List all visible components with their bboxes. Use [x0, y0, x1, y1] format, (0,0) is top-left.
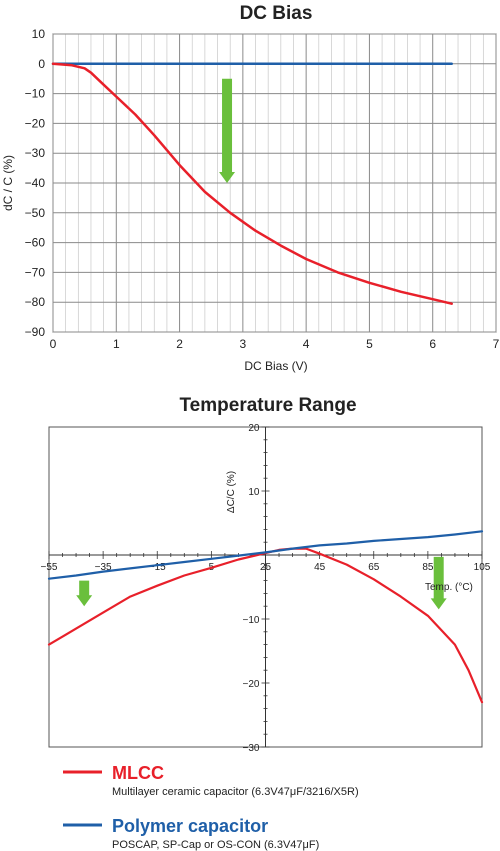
legend-description-polymer: POSCAP, SP-Cap or OS-CON (6.3V47μF) — [112, 839, 319, 851]
y-tick-label: −30 — [25, 146, 46, 160]
dc-bias-y-axis-label: dC / C (%) — [1, 155, 15, 211]
legend-item-polymer: Polymer capacitor POSCAP, SP-Cap or OS-C… — [63, 816, 319, 851]
legend-description-mlcc: Multilayer ceramic capacitor (6.3V47μF/3… — [112, 786, 359, 798]
x-tick-label: 3 — [240, 337, 247, 351]
x-tick-label: 105 — [474, 562, 491, 573]
x-tick-label: −15 — [149, 562, 166, 573]
x-tick-label: 45 — [314, 562, 326, 573]
dc-bias-title: DC Bias — [240, 3, 313, 24]
y-tick-label: −90 — [25, 325, 46, 339]
annotation-arrow — [219, 78, 236, 183]
y-tick-label: 0 — [38, 57, 45, 71]
y-tick-label: 10 — [32, 27, 46, 41]
y-tick-label: 20 — [248, 423, 260, 434]
x-tick-label: 4 — [303, 337, 310, 351]
y-tick-label: −40 — [25, 176, 46, 190]
annotation-arrow — [430, 556, 447, 610]
x-tick-label: 1 — [113, 337, 120, 351]
y-tick-label: −70 — [25, 265, 46, 279]
y-tick-label: −50 — [25, 206, 46, 220]
annotation-arrow — [76, 580, 93, 607]
x-tick-label: 85 — [422, 562, 434, 573]
y-tick-label: −10 — [25, 87, 46, 101]
x-tick-label: 65 — [368, 562, 380, 573]
x-tick-label: 25 — [260, 562, 272, 573]
y-tick-label: −80 — [25, 295, 46, 309]
series-line — [51, 62, 453, 305]
dc-bias-grid — [52, 33, 497, 333]
y-tick-label: −10 — [243, 615, 260, 626]
x-tick-label: −35 — [95, 562, 112, 573]
legend-name-mlcc: MLCC — [112, 763, 164, 783]
dc-bias-annotations — [219, 78, 236, 183]
x-tick-label: 6 — [429, 337, 436, 351]
y-tick-label: −20 — [25, 116, 46, 130]
x-tick-label: −55 — [41, 562, 58, 573]
dc-bias-ticks: 0 1 2 3 4 5 6 7 10 0 −10 −20 −30 −40 −50 −60 −70 −80 −90 — [25, 27, 500, 351]
temperature-title: Temperature Range — [179, 395, 356, 416]
y-tick-label: −60 — [25, 236, 46, 250]
dc-bias-series — [51, 62, 453, 305]
x-tick-label: 5 — [366, 337, 373, 351]
dc-bias-x-axis-label: DC Bias (V) — [244, 359, 307, 373]
y-tick-label: −20 — [243, 679, 260, 690]
y-tick-label: −30 — [243, 743, 260, 754]
y-tick-label: 10 — [248, 487, 260, 498]
temperature-x-axis-label: Temp. (°C) — [425, 582, 473, 593]
legend-item-mlcc: MLCC Multilayer ceramic capacitor (6.3V4… — [63, 763, 359, 798]
temperature-series — [47, 530, 484, 704]
temperature-frame — [48, 426, 483, 748]
x-tick-label: 0 — [50, 337, 57, 351]
temperature-chart: Temperature Range −55 −35 −15 5 25 45 65 85 1052… — [41, 395, 491, 754]
legend-name-polymer: Polymer capacitor — [112, 816, 268, 836]
x-tick-label: 7 — [493, 337, 500, 351]
dc-bias-chart: DC Bias 0 1 2 3 4 5 6 7 10 0 −10 −20 −30 −40 −50 −60 −70… — [1, 3, 500, 373]
temperature-y-axis-label: ΔC/C (%) — [226, 471, 237, 513]
temperature-annotations — [76, 556, 447, 610]
x-tick-label: 2 — [176, 337, 183, 351]
legend: MLCC Multilayer ceramic capacitor (6.3V4… — [63, 763, 359, 851]
series-line — [47, 530, 484, 580]
